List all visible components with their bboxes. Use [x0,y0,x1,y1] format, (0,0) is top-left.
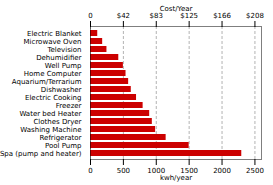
svg-text:Home Computer: Home Computer [24,70,82,78]
svg-text:1500: 1500 [180,167,199,176]
svg-text:Cost/Year: Cost/Year [160,5,193,13]
svg-text:Dehumidifier: Dehumidifier [36,54,81,62]
svg-text:Water bed Heater: Water bed Heater [19,110,81,118]
svg-text:Clothes Dryer: Clothes Dryer [33,118,81,126]
svg-text:kwh/year: kwh/year [160,174,192,182]
svg-text:0: 0 [88,167,92,175]
svg-text:500: 500 [117,167,130,175]
svg-text:Dishwasher: Dishwasher [41,86,82,94]
svg-text:Pool Pump: Pool Pump [45,142,82,150]
svg-text:2500: 2500 [246,167,264,175]
svg-text:Refrigerator: Refrigerator [40,134,82,142]
svg-text:$208: $208 [246,12,264,20]
svg-text:Television: Television [46,46,81,54]
svg-text:Electric Blanket: Electric Blanket [27,30,82,38]
svg-text:$125: $125 [180,11,199,20]
svg-text:$166: $166 [213,12,231,20]
svg-text:Well Pump: Well Pump [45,62,82,70]
svg-text:Spa (pump and heater): Spa (pump and heater) [0,150,82,158]
svg-text:Aquarium/Terrarium: Aquarium/Terrarium [12,78,82,86]
svg-text:$83: $83 [149,11,163,20]
svg-text:1000: 1000 [147,167,166,176]
svg-text:2000: 2000 [213,167,231,175]
svg-text:Electric Cooking: Electric Cooking [25,94,82,102]
svg-text:Microwave Oven: Microwave Oven [24,38,82,46]
svg-text:$42: $42 [117,12,130,20]
svg-text:0: 0 [88,12,92,20]
svg-text:Freezer: Freezer [56,102,82,110]
svg-text:Washing Machine: Washing Machine [20,126,81,134]
